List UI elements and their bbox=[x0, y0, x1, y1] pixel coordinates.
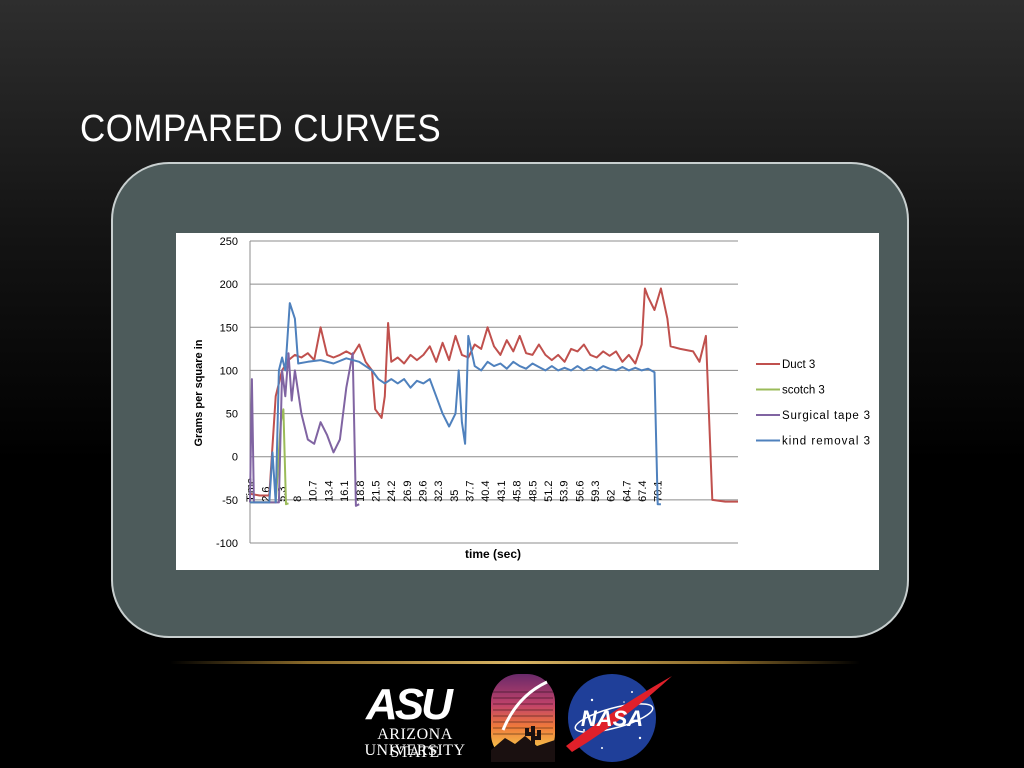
x-tick-label: 43.1 bbox=[496, 480, 508, 501]
series-line-duct-3 bbox=[249, 287, 738, 503]
y-tick-label: 50 bbox=[226, 409, 238, 421]
nasa-wordmark: NASA bbox=[581, 706, 643, 731]
x-tick-label: 35 bbox=[449, 490, 461, 502]
chart: -100 -50 0 50 100 150 200 250 Time 2.6 5.3 8 10.7 13… bbox=[176, 233, 879, 570]
x-tick-labels: Time 2.6 5.3 8 10.7 13.4 16.1 18.8 21.5 24.2 26.9 2… bbox=[245, 478, 665, 502]
series-line-kind-removal-3 bbox=[250, 302, 661, 506]
series-line-surgical-tape-3 bbox=[249, 352, 360, 507]
x-tick-label: 53.9 bbox=[559, 480, 571, 501]
x-tick-label: 59.3 bbox=[590, 480, 602, 501]
x-tick-label: 13.4 bbox=[323, 480, 335, 501]
series-layer bbox=[249, 287, 738, 507]
asu-logo: ASU ARIZONA STATE UNIVERSITY bbox=[352, 676, 477, 761]
x-axis-label: time (sec) bbox=[465, 547, 521, 561]
x-tick-label: 21.5 bbox=[370, 480, 382, 501]
x-tick-label: 56.6 bbox=[574, 480, 586, 501]
asu-mark: ASU bbox=[366, 680, 453, 729]
legend: Duct 3 scotch 3 Surgical tape 3 kind remova… bbox=[756, 359, 870, 448]
slide-title: COMPARED CURVES bbox=[80, 108, 442, 150]
x-tick-label: 51.2 bbox=[543, 480, 555, 501]
y-tick-label: -100 bbox=[216, 538, 238, 550]
x-tick-label: 24.2 bbox=[386, 480, 398, 501]
divider-line bbox=[170, 661, 860, 664]
x-tick-label: 29.6 bbox=[418, 480, 430, 501]
x-tick-label: 62 bbox=[606, 490, 618, 502]
x-tick-label: 48.5 bbox=[527, 480, 539, 501]
legend-label: kind removal 3 bbox=[782, 436, 870, 448]
x-tick-label: 16.1 bbox=[339, 480, 351, 501]
legend-label: Duct 3 bbox=[782, 359, 815, 371]
x-tick-label: 40.4 bbox=[480, 480, 492, 501]
x-tick-label: 26.9 bbox=[402, 480, 414, 501]
y-tick-label: 0 bbox=[232, 452, 238, 464]
legend-label: Surgical tape 3 bbox=[782, 410, 870, 422]
x-tick-label: 64.7 bbox=[621, 480, 633, 501]
x-tick-label: 8 bbox=[292, 496, 304, 502]
x-tick-label: 37.7 bbox=[465, 480, 477, 501]
y-axis-label: Grams per square in bbox=[193, 339, 205, 446]
x-tick-label: 32.3 bbox=[433, 480, 445, 501]
x-tick-label: 45.8 bbox=[512, 480, 524, 501]
y-tick-label: -50 bbox=[222, 495, 238, 507]
nasa-meatball-logo: NASA bbox=[566, 674, 672, 762]
grid-layer bbox=[249, 240, 738, 544]
y-tick-label: 250 bbox=[220, 236, 238, 248]
desert-sunset-logo bbox=[491, 674, 555, 762]
asu-name-line1: ARIZONA STATE bbox=[377, 726, 453, 761]
x-tick-label: 67.4 bbox=[637, 480, 649, 501]
y-tick-label: 150 bbox=[220, 322, 238, 334]
asu-name-line2: UNIVERSITY bbox=[364, 742, 466, 759]
y-tick-labels: -100 -50 0 50 100 150 200 250 bbox=[216, 236, 238, 550]
y-tick-label: 200 bbox=[220, 279, 238, 291]
legend-label: scotch 3 bbox=[782, 385, 825, 397]
x-tick-label: 18.8 bbox=[355, 480, 367, 501]
x-tick-label: 10.7 bbox=[308, 480, 320, 501]
y-tick-label: 100 bbox=[220, 365, 238, 377]
x-tick-label: 70.1 bbox=[653, 480, 665, 501]
